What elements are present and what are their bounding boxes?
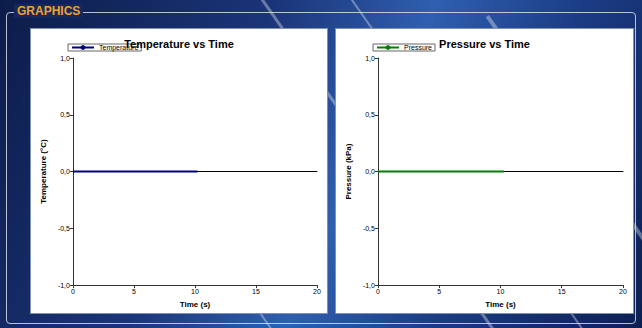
- svg-text:20: 20: [313, 288, 321, 295]
- svg-text:-1,0: -1,0: [363, 282, 375, 289]
- svg-text:20: 20: [619, 288, 627, 295]
- svg-text:10: 10: [191, 288, 199, 295]
- svg-text:Pressure (kPa): Pressure (kPa): [344, 143, 353, 199]
- svg-text:Pressure: Pressure: [404, 44, 432, 51]
- svg-text:0: 0: [71, 288, 75, 295]
- svg-text:10: 10: [497, 288, 505, 295]
- html-text:GRAPHICS: GRAPHICS: [17, 4, 81, 18]
- svg-text:0,5: 0,5: [60, 111, 70, 118]
- svg-text:5: 5: [132, 288, 136, 295]
- svg-text:Temperature (°C): Temperature (°C): [39, 139, 48, 204]
- svg-text:0: 0: [376, 288, 380, 295]
- svg-text:0,0: 0,0: [60, 168, 70, 175]
- svg-text:-1,0: -1,0: [58, 282, 70, 289]
- svg-text:0,0: 0,0: [365, 168, 375, 175]
- svg-text:Temperature vs Time: Temperature vs Time: [124, 38, 234, 50]
- svg-text:-0,5: -0,5: [363, 225, 375, 232]
- svg-text:-0,5: -0,5: [58, 225, 70, 232]
- svg-text:Time (s): Time (s): [180, 300, 211, 309]
- svg-text:15: 15: [252, 288, 260, 295]
- svg-text:Temperature: Temperature: [99, 44, 139, 51]
- svg-text:Pressure vs Time: Pressure vs Time: [439, 38, 530, 50]
- svg-text:5: 5: [437, 288, 441, 295]
- svg-text:15: 15: [558, 288, 566, 295]
- svg-text:0,5: 0,5: [365, 111, 375, 118]
- svg-text:1,0: 1,0: [365, 55, 375, 62]
- svg-text:1,0: 1,0: [60, 55, 70, 62]
- svg-text:Time (s): Time (s): [485, 300, 516, 309]
